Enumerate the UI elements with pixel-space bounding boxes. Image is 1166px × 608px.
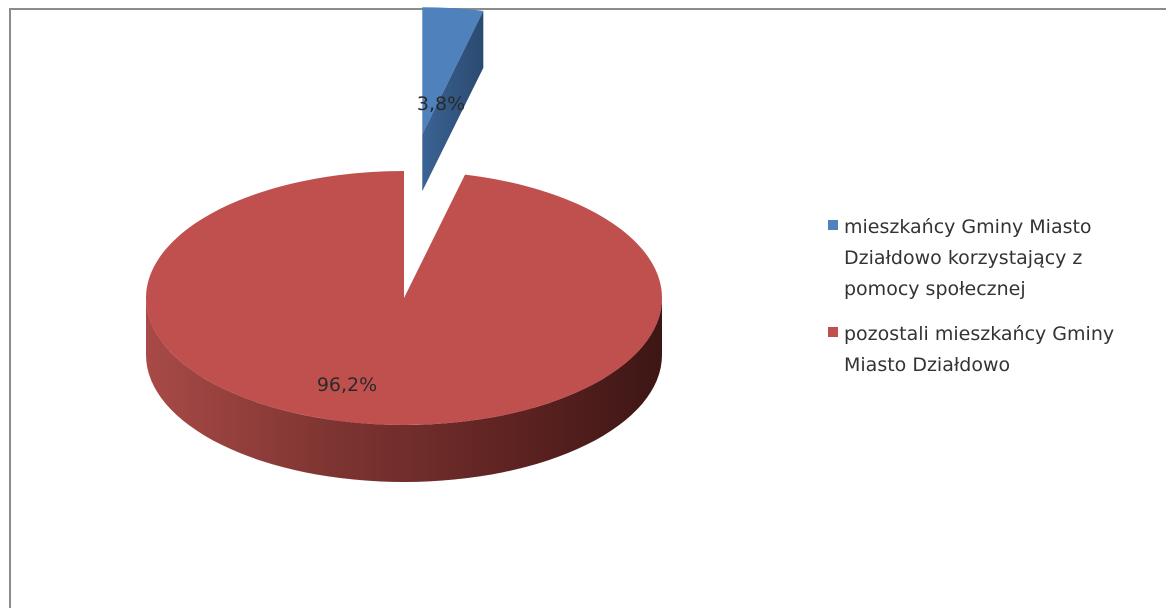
data-label-other-residents: 96,2%	[317, 374, 377, 396]
pie-slice-side	[422, 10, 484, 192]
legend-label: pozostali mieszkańcy Gminy Miasto Działd…	[844, 323, 1115, 376]
pie-slice-side	[146, 298, 662, 482]
legend-label: mieszkańcy Gminy Miasto Działdowo korzys…	[844, 216, 1092, 300]
legend-swatch-red	[828, 327, 838, 337]
pie-slice-social-assistance	[422, 7, 484, 135]
legend-item: mieszkańcy Gminy Miasto Działdowo korzys…	[828, 212, 1158, 305]
data-label-social-assistance: 3,8%	[417, 93, 465, 115]
legend-swatch-blue	[828, 220, 838, 230]
legend: mieszkańcy Gminy Miasto Działdowo korzys…	[828, 212, 1158, 395]
pie-slice-other-residents	[145, 170, 662, 425]
legend-item: pozostali mieszkańcy Gminy Miasto Działd…	[828, 319, 1158, 381]
